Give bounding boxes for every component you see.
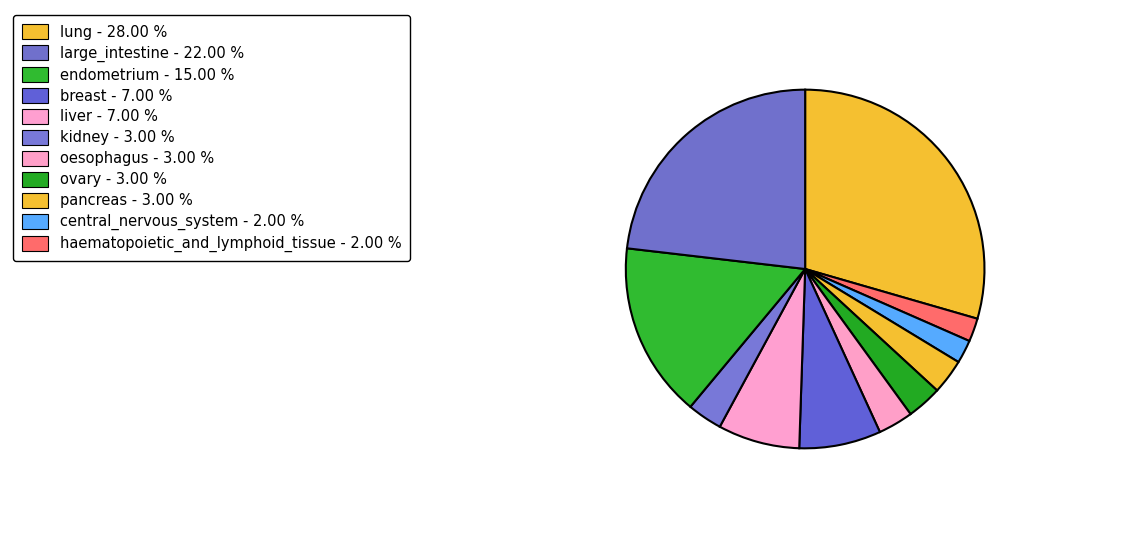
Wedge shape: [805, 269, 970, 362]
Wedge shape: [720, 269, 805, 448]
Wedge shape: [805, 90, 984, 318]
Wedge shape: [627, 90, 805, 269]
Wedge shape: [691, 269, 805, 427]
Wedge shape: [805, 269, 937, 414]
Wedge shape: [805, 269, 978, 341]
Wedge shape: [805, 269, 911, 432]
Wedge shape: [799, 269, 880, 448]
Wedge shape: [805, 269, 958, 391]
Wedge shape: [626, 249, 805, 407]
Legend: lung - 28.00 %, large_intestine - 22.00 %, endometrium - 15.00 %, breast - 7.00 : lung - 28.00 %, large_intestine - 22.00 …: [12, 16, 411, 261]
